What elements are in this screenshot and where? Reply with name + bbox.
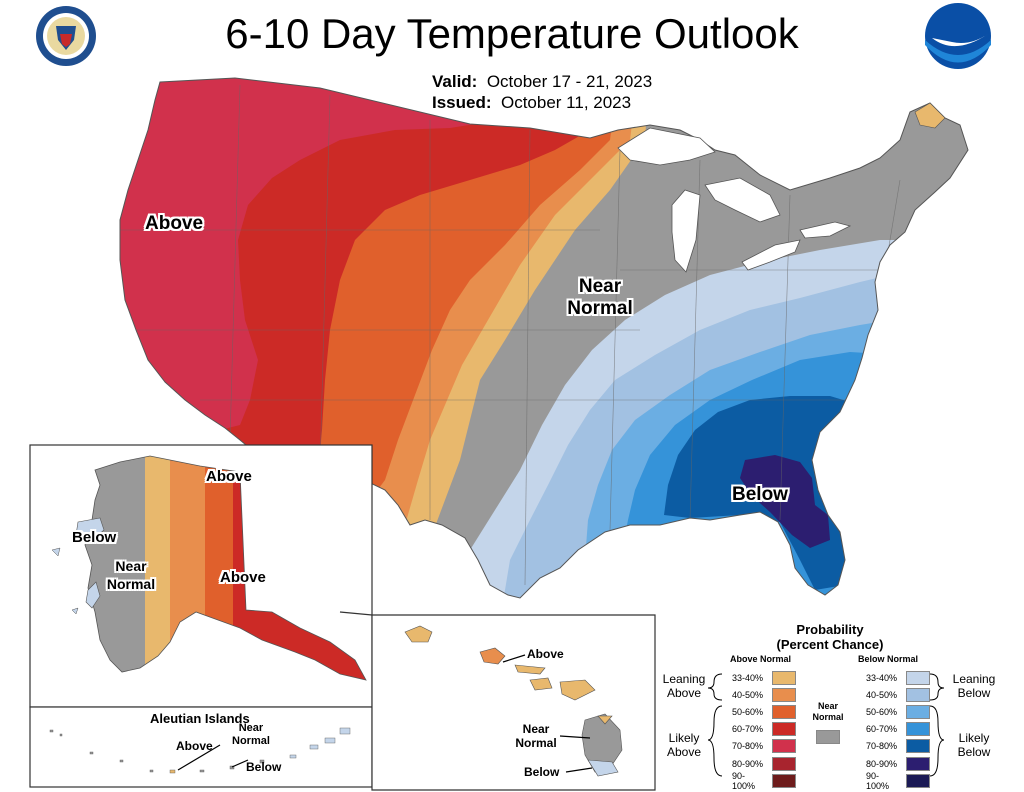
legend-row: 90-100%: [732, 770, 796, 791]
legend-row: 60-70%: [866, 722, 930, 737]
alaska-above-label-2: Above: [220, 569, 266, 586]
legend-row: 70-80%: [732, 739, 796, 754]
doc-seal-icon: [36, 6, 96, 66]
aleutian-above-label: Above: [176, 739, 213, 753]
alaska-below-patch: [75, 517, 105, 541]
legend-row: 40-50%: [866, 687, 930, 702]
great-lakes: [617, 127, 852, 273]
legend-row: 33-40%: [866, 670, 930, 685]
legend-below-header: Below Normal: [858, 654, 919, 664]
legend-row: 33-40%: [732, 670, 796, 685]
hawaii-near-normal-label: Near Normal: [515, 722, 557, 750]
maine-above-33: [914, 102, 946, 129]
legend-row: 50-60%: [866, 704, 930, 719]
legend-swatch: [906, 670, 930, 685]
legend-range-label: 80-90%: [866, 758, 898, 769]
legend-swatch: [772, 704, 796, 719]
legend-range-label: 90-100%: [866, 770, 890, 791]
legend-swatch: [772, 670, 796, 685]
legend-swatch: [906, 704, 930, 719]
legend-swatch: [772, 722, 796, 737]
hawaii-below-label: Below: [524, 765, 560, 779]
legend-row: 80-90%: [866, 756, 930, 771]
valid-line: Valid: October 17 - 21, 2023: [432, 72, 652, 92]
legend-swatch: [772, 687, 796, 702]
legend-range-label: 70-80%: [866, 741, 898, 752]
legend-swatch: [772, 739, 796, 754]
legend-row: 50-60%: [732, 704, 796, 719]
hawaii-above-label: Above: [527, 647, 564, 661]
legend-likely-below: Likely Below: [957, 731, 991, 759]
legend-swatch: [906, 739, 930, 754]
legend-range-label: 40-50%: [866, 689, 898, 700]
hawaii-leader-lines: [177, 654, 593, 773]
conus-near-normal-label: Near Normal: [567, 276, 633, 319]
alaska-below-label: Below: [72, 529, 117, 546]
legend-range-label: 40-50%: [732, 689, 764, 700]
legend-swatch: [906, 687, 930, 702]
legend-swatch: [906, 756, 930, 771]
issued-value: October 11, 2023: [500, 93, 632, 112]
legend-row: 40-50%: [732, 687, 796, 702]
legend-leaning-above: Leaning Above: [662, 672, 706, 700]
legend-range-label: 50-60%: [866, 706, 898, 717]
aleutian-chain: [49, 727, 351, 774]
legend-swatch: [906, 773, 930, 788]
legend-near-normal-swatch: [816, 730, 840, 744]
issued-label: Issued:: [432, 93, 492, 112]
legend-row: 70-80%: [866, 739, 930, 754]
aleutian-near-normal-label: Near Normal: [232, 722, 270, 747]
legend-likely-above: Likely Above: [666, 731, 702, 759]
legend-swatch: [772, 756, 796, 771]
alaska-near-normal-label: Near Normal: [106, 558, 156, 592]
valid-value: October 17 - 21, 2023: [486, 72, 653, 91]
legend-range-label: 33-40%: [866, 672, 898, 683]
legend-range-label: 70-80%: [732, 741, 764, 752]
aleutian-title: Aleutian Islands: [150, 711, 250, 726]
legend-range-label: 33-40%: [732, 672, 764, 683]
conus-below-label: Below: [732, 484, 788, 505]
legend-range-label: 90-100%: [732, 770, 756, 791]
issued-line: Issued: October 11, 2023: [432, 93, 631, 113]
legend-swatch: [906, 722, 930, 737]
hawaii-islands: [404, 625, 623, 777]
legend-title: Probability (Percent Chance): [776, 622, 884, 652]
conus-below-80: [740, 455, 830, 548]
legend-leaning-below: Leaning Below: [952, 672, 996, 700]
page-title: 6-10 Day Temperature Outlook: [225, 10, 799, 57]
legend-range-label: 80-90%: [732, 758, 764, 769]
legend-row: 90-100%: [866, 770, 930, 791]
legend-range-label: 50-60%: [732, 706, 764, 717]
legend-above-header: Above Normal: [730, 654, 792, 664]
noaa-logo-icon: [925, 3, 991, 69]
aleutian-below-label: Below: [246, 760, 282, 774]
legend-range-label: 60-70%: [866, 724, 898, 735]
valid-label: Valid:: [432, 72, 478, 91]
legend-swatch: [772, 773, 796, 788]
legend-row: 80-90%: [732, 756, 796, 771]
alaska-above-label-1: Above: [206, 468, 252, 485]
conus-above-label: Above: [145, 213, 204, 234]
legend-row: 60-70%: [732, 722, 796, 737]
legend-range-label: 60-70%: [732, 724, 764, 735]
conus-above-70: [120, 78, 520, 460]
legend-near-normal-label: Near Normal: [812, 701, 844, 722]
